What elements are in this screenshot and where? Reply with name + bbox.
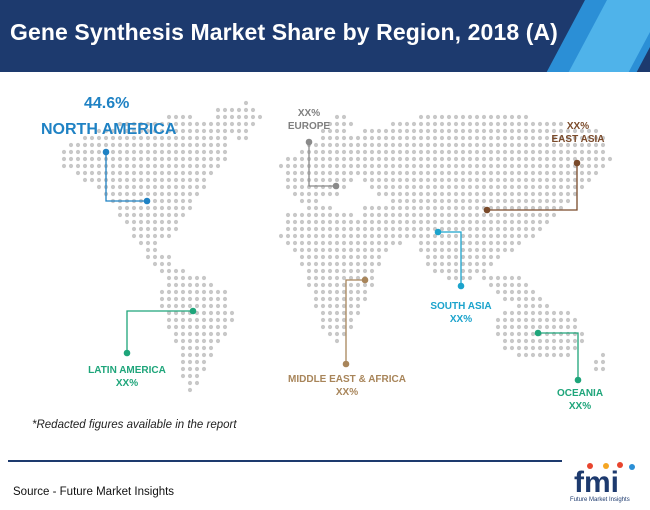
mea-label-group: MIDDLE EAST & AFRICA XX%	[277, 374, 417, 399]
logo-caption: Future Market Insights	[570, 497, 630, 503]
footer-divider	[8, 460, 562, 462]
oceania-value: XX%	[568, 400, 592, 412]
europe-label: EUROPE	[287, 120, 331, 132]
east-asia-value: XX%	[566, 121, 590, 132]
page-title: Gene Synthesis Market Share by Region, 2…	[10, 19, 558, 45]
mea-label: MIDDLE EAST & AFRICA	[288, 374, 406, 385]
north-america-value: 44.6%	[84, 95, 130, 112]
north-america-label: NORTH AMERICA	[41, 121, 177, 138]
south-asia-label-group: SOUTH ASIA XX%	[420, 301, 502, 326]
europe-value: XX%	[297, 108, 321, 119]
mea-value: XX%	[335, 386, 359, 398]
south-asia-label: SOUTH ASIA	[430, 301, 492, 312]
header-banner: Gene Synthesis Market Share by Region, 2…	[0, 0, 650, 72]
latin-america-label-group: LATIN AMERICA XX%	[78, 365, 176, 390]
east-asia-label-group: XX% EAST ASIA	[545, 121, 611, 146]
source-text: Source - Future Market Insights	[13, 486, 175, 498]
fmi-logo: fmi	[574, 462, 635, 499]
europe-label-group: XX% EUROPE	[283, 108, 335, 133]
east-asia-label: EAST ASIA	[551, 133, 605, 145]
oceania-label-group: OCEANIA XX%	[546, 388, 614, 413]
logo-text: fmi	[574, 466, 619, 499]
latin-america-label: LATIN AMERICA	[88, 365, 166, 376]
footnote: *Redacted figures available in the repor…	[32, 419, 237, 431]
oceania-label: OCEANIA	[556, 388, 604, 399]
latin-america-value: XX%	[115, 377, 139, 389]
south-asia-value: XX%	[449, 313, 473, 325]
